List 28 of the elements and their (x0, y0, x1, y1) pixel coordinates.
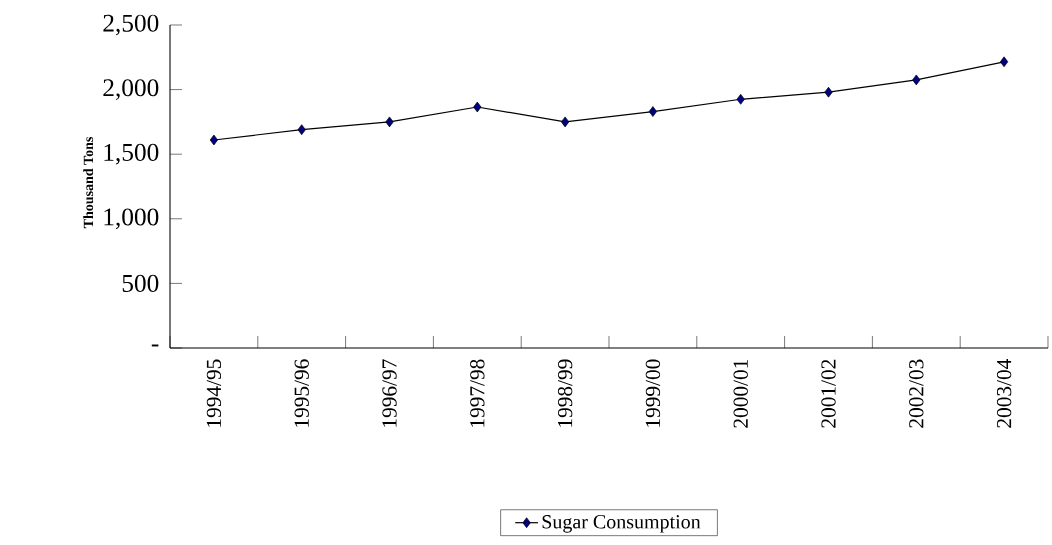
y-tick-label: 1,000 (104, 208, 159, 230)
y-tick-label: 2,500 (103, 14, 159, 36)
x-tick-label: 2003/04 (996, 359, 1012, 428)
point (824, 86, 833, 98)
point (561, 116, 570, 128)
point (648, 106, 657, 117)
y-tick-label: 1,500 (104, 143, 159, 165)
y-axis-title: Thousand Tons (83, 136, 94, 229)
y-tick-label: 2,000 (103, 79, 159, 100)
point (209, 134, 218, 146)
point (297, 124, 306, 135)
x-tick-label: 2002/03 (909, 359, 924, 428)
y-tick-label: 500 (122, 274, 159, 292)
point (473, 101, 482, 113)
y-tick-label: - (151, 344, 159, 347)
legend-label: Sugar Consumption (542, 515, 701, 533)
x-tick-label: 2000/01 (733, 359, 748, 428)
x-tick-label: 2001/02 (821, 359, 836, 428)
point (736, 93, 745, 105)
x-tick-label: 1996/97 (382, 359, 397, 427)
x-tick-label: 1995/96 (294, 359, 309, 427)
x-tick-label: 1999/00 (645, 359, 661, 427)
x-tick-label: 1998/99 (557, 359, 573, 427)
point (912, 74, 921, 86)
x-tick-label: 1994/95 (206, 359, 222, 427)
x-tick-label: 1997/98 (470, 359, 485, 427)
point (385, 116, 394, 128)
point (1000, 56, 1009, 68)
